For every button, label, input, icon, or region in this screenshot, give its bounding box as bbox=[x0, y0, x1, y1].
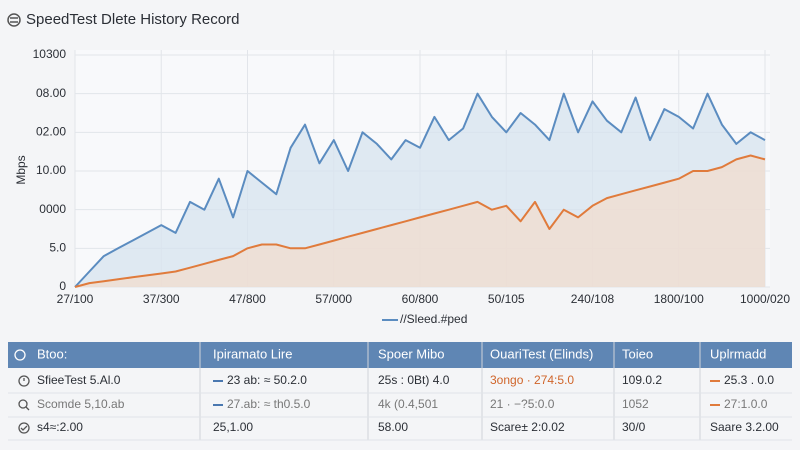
table-cell: s4≈:2.00 bbox=[37, 420, 83, 434]
y-axis-label: Mbps bbox=[14, 155, 28, 184]
table-cell: 27.ab: ≈ th0.5.0 bbox=[227, 397, 311, 411]
table-cell: 25s : 0Bt) 4.0 bbox=[378, 373, 450, 387]
x-tick-label: 1800/100 bbox=[654, 292, 704, 306]
header-cell: Toieo bbox=[622, 346, 653, 361]
table-cell: 109.0.2 bbox=[622, 373, 662, 387]
row-icons bbox=[14, 349, 30, 434]
table-cell: Saare 3.2.00 bbox=[710, 420, 779, 434]
title-icon bbox=[7, 13, 21, 27]
line bbox=[74, 92, 766, 288]
table-cell: 21 · −?5:0.0 bbox=[490, 397, 555, 411]
header-cell: Spoer Mibo bbox=[378, 346, 444, 361]
table: Btoo: Ipiramato Lire Spoer Mibo OuariTest (… bbox=[8, 342, 792, 441]
y-tick-label: 5.0 bbox=[49, 241, 66, 255]
x-tick-label: 1000/020 bbox=[740, 292, 790, 306]
table-cell: 27:1.0.0 bbox=[724, 397, 768, 411]
x-tick-label: 37/300 bbox=[143, 292, 180, 306]
table-cell: 3ongo · 274:5.0 bbox=[490, 373, 574, 387]
table-cell: 4k (0.4,501 bbox=[378, 397, 438, 411]
x-tick-label: 57/000 bbox=[315, 292, 352, 306]
table-cell: SfieeTest 5.Al.0 bbox=[37, 373, 121, 387]
x-tick-label: 50/105 bbox=[488, 292, 525, 306]
table-cell: 58.00 bbox=[378, 420, 408, 434]
area bbox=[75, 155, 765, 287]
table-cell: 25.3 . 0.0 bbox=[724, 373, 774, 387]
table-cell: Scare± 2:0.02 bbox=[490, 420, 565, 434]
header-cell: Ipiramato Lire bbox=[213, 346, 292, 361]
y-tick-label: 08.00 bbox=[36, 86, 66, 100]
line bbox=[74, 154, 766, 288]
x-tick-label: 27/100 bbox=[57, 292, 94, 306]
x-tick-label: 47/800 bbox=[229, 292, 266, 306]
plot: 0 5.0 0000 10.00 02.00 08.00 10300 27/100 37/300… bbox=[33, 47, 791, 326]
table-cell: 30/0 bbox=[622, 420, 646, 434]
legend-label: //Sleed.#ped bbox=[400, 312, 467, 326]
table-cell: Scomde 5,10.ab bbox=[37, 397, 125, 411]
chart-title: SpeedTest Dlete History Record bbox=[26, 11, 239, 28]
y-tick-label: 0000 bbox=[39, 202, 66, 216]
x-tick-label: 240/108 bbox=[571, 292, 615, 306]
x-tick-label: 60/800 bbox=[402, 292, 439, 306]
table-cell: 23 ab: ≈ 50.2.0 bbox=[227, 373, 307, 387]
header-cell: Uplrmadd bbox=[710, 346, 766, 361]
header-cell: Btoo: bbox=[37, 346, 67, 361]
y-tick-label: 10.00 bbox=[36, 163, 66, 177]
y-tick-label: 10300 bbox=[33, 47, 67, 61]
y-tick-label: 0 bbox=[59, 279, 66, 293]
y-tick-label: 02.00 bbox=[36, 125, 66, 139]
table-cell: 1052 bbox=[622, 397, 649, 411]
table-cell: 25,1.00 bbox=[213, 420, 253, 434]
header-cell: OuariTest (Elinds) bbox=[490, 346, 593, 361]
table-header bbox=[8, 342, 792, 368]
